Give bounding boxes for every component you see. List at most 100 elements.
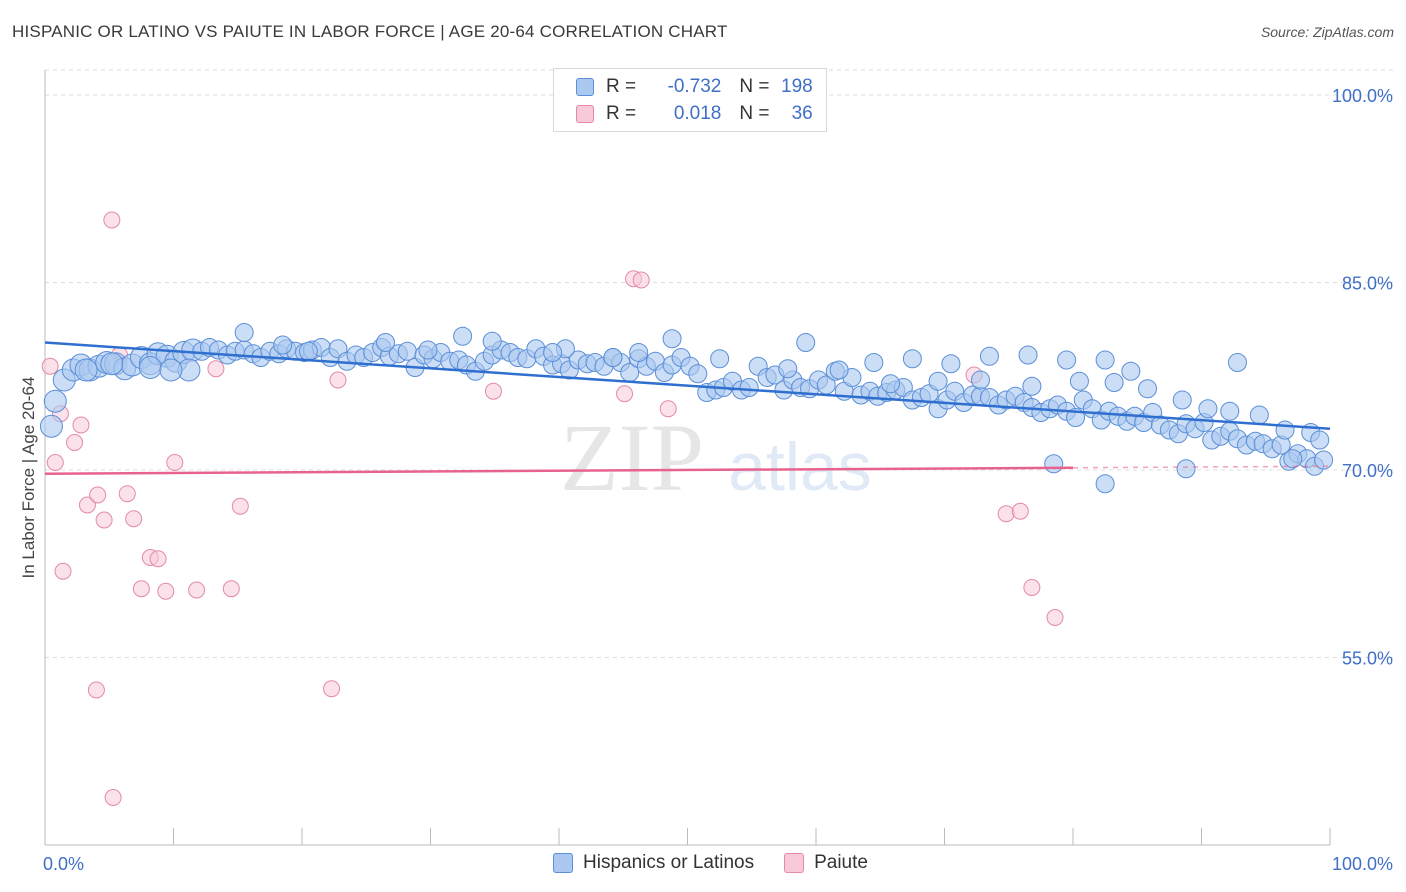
legend-swatch-pink [576,105,594,123]
watermark-zip: ZIP [560,404,704,511]
y-tick-label: 70.0% [1342,461,1393,481]
hispanic-trend-line [44,341,1331,430]
paiute-point [46,454,64,471]
hispanic-point [100,352,124,376]
hispanic-point [1095,474,1115,494]
paiute-point [632,271,650,289]
hispanic-point [482,331,502,351]
hispanic-point [74,358,98,382]
hispanic-point [376,333,396,352]
paiute-point [132,580,150,598]
hispanic-point [159,358,183,382]
hispanic-point [1220,401,1240,421]
hispanic-point [453,326,473,346]
x-tick-label: 100.0% [1332,854,1393,874]
legend-row-paiute: R = 0.018 N = 36 [576,102,813,126]
hispanic-point [928,371,948,391]
hispanic-point [543,343,563,362]
hispanic-point [603,348,623,367]
paiute-point [616,385,634,403]
paiute-point [103,211,121,229]
legend-item-paiute[interactable]: Paiute [784,852,868,874]
hispanic-point [138,356,162,379]
hispanic-point [970,370,990,390]
series-legend: Hispanics or Latinos Paiute [553,852,898,874]
paiute-point [78,496,96,514]
hispanic-point [864,353,884,372]
legend-n-value: 198 [781,76,813,97]
paiute-point [329,371,347,389]
legend-n-value: 36 [791,103,813,124]
paiute-points [41,211,1064,806]
paiute-point [222,580,240,598]
hispanic-point [1018,345,1038,365]
paiute-point [659,400,677,418]
hispanic-point [1022,376,1042,396]
legend-swatch-blue [576,78,594,96]
hispanic-point [710,349,730,369]
paiute-point [166,454,184,471]
x-tick-label: 0.0% [43,854,84,874]
hispanic-point [1044,454,1064,474]
y-tick-label: 55.0% [1342,649,1393,669]
paiute-point [1011,502,1029,520]
y-tick-label: 100.0% [1332,86,1393,106]
hispanic-point [902,349,922,369]
paiute-point [484,382,502,400]
paiute-point [207,360,225,378]
trend-lines [44,341,1331,475]
hispanic-point [1314,450,1334,470]
paiute-point [149,550,167,568]
hispanic-point [1310,430,1330,450]
hispanic-point [739,378,759,397]
hispanic-point [273,335,293,355]
legend-swatch-pink [784,853,805,873]
paiute-point [66,434,84,451]
y-axis-label: In Labor Force | Age 20-64 [19,377,38,579]
legend-n-label: N = [739,103,775,124]
hispanic-point [1121,361,1141,381]
hispanic-point [1138,379,1158,399]
hispanic-point [39,414,63,438]
hispanic-point [881,374,901,394]
hispanic-point [796,333,816,352]
paiute-point [323,680,341,698]
correlation-legend: R = -0.732 N = 198 R = 0.018 N = 36 [553,68,827,132]
y-tick-label: 85.0% [1342,274,1393,294]
legend-label-paiute: Paiute [814,852,868,873]
paiute-trend-extension [1072,465,1331,469]
hispanic-point [688,364,708,384]
legend-item-hispanic[interactable]: Hispanics or Latinos [553,852,754,874]
hispanic-point [979,346,999,366]
paiute-point [125,510,143,528]
hispanic-point [1198,399,1218,419]
legend-row-hispanic: R = -0.732 N = 198 [576,75,813,99]
hispanic-point [1275,420,1295,440]
hispanic-point [1104,373,1124,392]
legend-swatch-blue [553,853,573,873]
paiute-point [188,581,206,599]
hispanic-point [1057,350,1077,370]
paiute-point [87,681,105,699]
legend-r-value: -0.732 [667,76,722,97]
hispanic-point [234,323,254,342]
paiute-point [157,582,175,600]
source-label: Source: ZipAtlas.com [1260,24,1394,40]
paiute-point [1046,609,1064,626]
paiute-point [104,789,122,806]
paiute-point [95,511,113,529]
hispanic-point [1227,353,1247,372]
legend-r-label: R = [606,103,642,124]
hispanic-point [1095,350,1115,370]
paiute-point [89,486,107,504]
paiute-point [997,505,1015,523]
hispanic-point [1283,449,1303,469]
watermark-atlas: atlas [728,429,872,505]
hispanic-point [1172,390,1192,410]
tick-labels: 55.0% 70.0% 85.0% 100.0% 0.0% 100.0% In Labor … [19,86,1393,874]
paiute-point [118,485,136,503]
paiute-point [72,416,90,434]
hispanic-point [418,340,438,360]
hispanic-point [662,329,682,349]
hispanic-point [629,343,649,362]
